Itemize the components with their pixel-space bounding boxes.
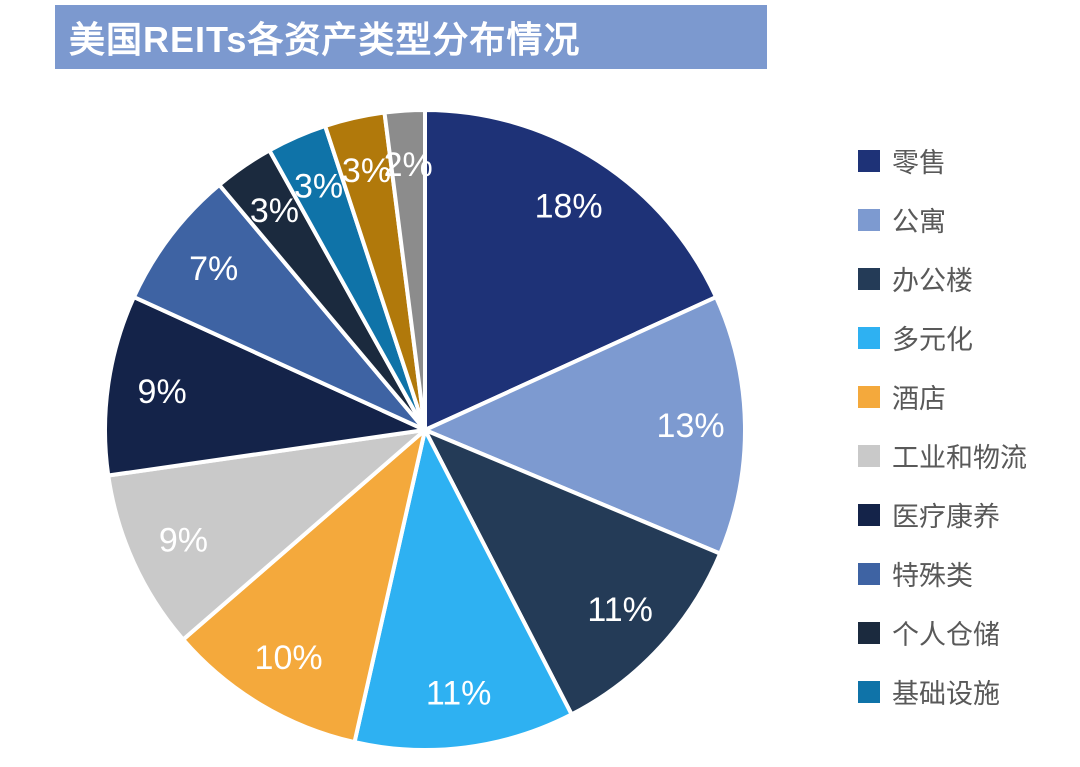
chart-title-banner: 美国REITs各资产类型分布情况 [55,5,767,69]
pie-slice [181,428,427,745]
legend-item: 办公楼 [858,249,1078,308]
pie-slice [423,108,719,432]
chart-title: 美国REITs各资产类型分布情况 [69,19,581,60]
pie-slice [382,108,427,432]
legend-label: 零售 [892,148,946,178]
legend-item: 医疗康养 [858,485,1078,544]
pie-slice [103,295,427,478]
pie-slice-label: 18% [535,188,603,226]
pie-slice [423,428,723,717]
pie-slice-label: 3% [342,152,391,190]
legend-item: 特殊类 [858,544,1078,603]
pie-slice [131,182,427,432]
legend-label: 酒店 [892,384,946,414]
legend-label: 特殊类 [892,561,973,591]
pie-slice-label: 7% [189,250,238,288]
legend-label: 多元化 [892,325,973,355]
legend-label: 个人仓储 [892,620,1000,650]
legend-swatch [858,503,880,526]
pie-slice-label: 11% [426,674,492,712]
legend-item: 基础设施 [858,662,1078,721]
pie-slice-label: 11% [587,591,653,629]
pie-slice [423,295,747,556]
legend-item: 零售 [858,131,1078,190]
legend-swatch [858,444,880,467]
pie-slice-label: 10% [255,639,323,677]
legend-swatch [858,267,880,290]
legend-swatch [858,385,880,408]
legend-item: 个人仓储 [858,603,1078,662]
legend-label: 工业和物流 [892,443,1027,473]
legend-swatch [858,680,880,703]
legend-item: 工业和物流 [858,426,1078,485]
legend-label: 医疗康养 [892,502,1000,532]
legend-item: 酒店 [858,367,1078,426]
legend-swatch [858,326,880,349]
pie-slice [106,428,427,642]
legend-swatch [858,562,880,585]
pie-slice-label: 9% [138,373,187,411]
pie-slice-label: 3% [294,168,343,206]
legend-item: 公寓 [858,190,1078,249]
legend: 零售公寓办公楼多元化酒店工业和物流医疗康养特殊类个人仓储基础设施 [858,131,1078,721]
pie-slice-label: 2% [384,146,433,184]
legend-label: 办公楼 [892,266,973,296]
legend-label: 公寓 [892,207,946,237]
pie-slice-label: 9% [159,521,208,559]
legend-item: 多元化 [858,308,1078,367]
pie-slice-label: 13% [657,407,725,445]
pie-slice-label: 3% [250,192,299,230]
legend-swatch [858,621,880,644]
pie-chart: 18%13%11%11%10%9%9%7%3%3%3%2% [103,108,747,752]
legend-swatch [858,208,880,231]
legend-swatch [858,149,880,172]
legend-label: 基础设施 [892,679,1000,709]
